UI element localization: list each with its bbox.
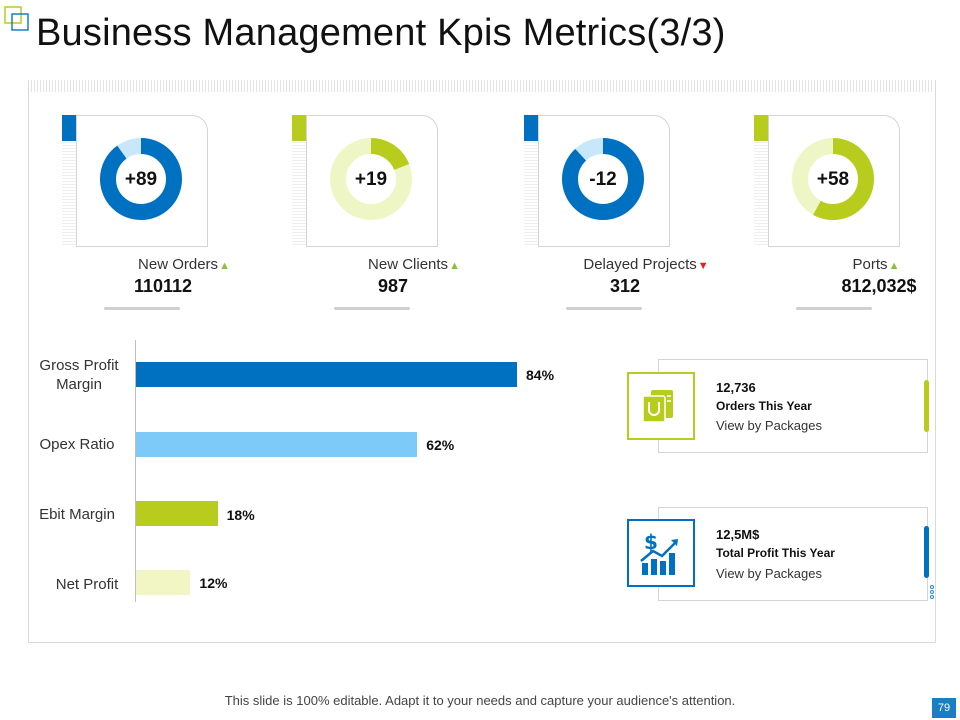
kpi-new-clients-card [306,115,438,247]
kpi-ports-label: Ports [852,256,888,273]
kpi-ports-card [768,115,900,247]
profit-view-link[interactable]: View by Packages [716,566,822,581]
logo-squares-icon [4,6,29,31]
footer-note: This slide is 100% editable. Adapt it to… [224,693,736,708]
arrow-up-icon: ▲ [888,260,900,272]
kpi-new-clients-badge: +19 [354,169,388,190]
kpi-delayed-projects-name: Delayed Projects▼ [546,256,746,273]
kpi-new-clients-donut-fill [330,138,412,220]
kpi-new-clients-donut [330,138,412,220]
arrow-up-icon: ▲ [449,260,460,272]
kpi-delayed-projects-donut [562,138,644,220]
orders-title: Orders This Year [716,399,812,413]
kpi-new-clients-label: New Clients [368,256,449,273]
bar-value-ebit-margin: 18% [226,507,255,523]
bar-value-net-profit: 12% [199,575,228,591]
bar-ebit-margin [136,501,218,526]
kpi-new-orders-label: New Orders [138,256,219,273]
bar-opex-ratio [136,432,418,457]
kpi-new-orders-donut [100,138,182,220]
kpi-ports-strip [754,115,768,141]
kpi-delayed-projects-underline [566,307,642,310]
kpi-new-clients-strip [292,115,306,141]
kpi-delayed-projects-value: 312 [609,276,641,296]
kpi-new-orders-value: 110112 [133,276,193,296]
kpi-new-orders-name: New Orders▲ [84,256,284,273]
bar-label-ebit-margin: Ebit Margin [39,506,115,523]
profit-card-accent [924,526,929,578]
kpi-delayed-projects-strip [524,115,538,141]
content-panel [28,80,936,643]
kpi-new-clients-name: New Clients▲ [314,256,514,273]
kpi-ports-value: 812,032$ [841,276,917,296]
orders-view-link[interactable]: View by Packages [716,418,822,433]
kpi-new-clients-hatch [292,141,306,245]
arrow-up-icon: ▲ [219,260,230,272]
kpi-new-orders-badge: +89 [124,169,158,190]
bar-label-net-profit: Net Profit [55,576,119,593]
kpi-delayed-projects-donut-fill [562,138,644,220]
shopping-bag-icon [627,372,695,440]
page-number: 79 [932,698,956,718]
bar-chart-axis [135,340,136,602]
kpi-new-orders-donut-fill [100,138,182,220]
bar-net-profit [136,570,191,595]
page-title: Business Management Kpis Metrics(3/3) [36,12,726,54]
arrow-down-icon: ▼ [697,260,709,272]
kpi-ports-donut [792,138,874,220]
bar-value-gross-profit-margin: 84% [526,367,555,383]
profit-title: Total Profit This Year [716,546,835,560]
profit-chart-icon: $ [627,519,695,587]
kpi-delayed-projects-card [538,115,670,247]
kpi-delayed-projects-hatch [524,141,538,245]
kpi-ports-underline [796,307,872,310]
svg-text:$: $ [644,530,658,554]
kpi-new-orders-card [76,115,208,247]
bar-gross-profit-margin [136,362,517,387]
profit-amount: 12,5M$ [716,527,760,542]
kpi-new-clients-value: 987 [377,276,409,296]
kpi-new-orders-underline [104,307,180,310]
bar-label-opex-ratio: Opex Ratio [39,436,115,453]
kpi-ports-name: Ports▲ [776,256,960,273]
kpi-delayed-projects-label: Delayed Projects [583,256,697,273]
bar-label-gross-profit-margin: Gross Profit Margin [39,357,119,393]
kpi-delayed-projects-badge: -12 [589,169,617,190]
orders-card [658,359,928,453]
kpi-ports-donut-fill [792,138,874,220]
kpi-ports-badge: +58 [816,169,850,190]
orders-count: 12,736 [716,380,756,395]
kpi-new-clients-underline [334,307,410,310]
kpi-new-orders-strip [62,115,76,141]
kpi-ports-hatch [754,141,768,245]
orders-card-accent [924,380,929,432]
kpi-new-orders-hatch [62,141,76,245]
bar-value-opex-ratio: 62% [426,437,455,453]
panel-dotted-border [28,80,934,92]
scroll-dots-icon [930,585,935,600]
